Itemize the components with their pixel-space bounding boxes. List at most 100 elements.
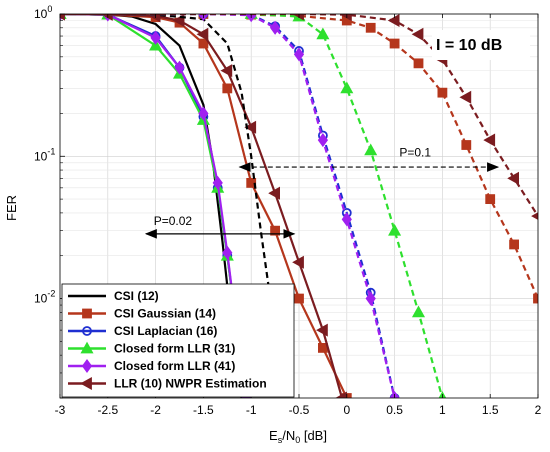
x-tick-label: -2.5	[97, 403, 118, 417]
legend-label: Closed form LLR (41)	[114, 359, 235, 373]
legend-swatch-marker	[82, 308, 92, 319]
x-tick-label: -2	[150, 403, 161, 417]
box-label-bg	[432, 30, 530, 60]
data-point	[150, 30, 161, 45]
data-point	[60, 14, 65, 21]
data-point	[198, 106, 209, 121]
data-point	[364, 143, 378, 156]
series-10	[60, 14, 400, 398]
series-5	[60, 14, 347, 398]
data-point	[461, 140, 472, 150]
data-point	[222, 245, 233, 260]
x-tick-label: -1	[246, 403, 257, 417]
legend-entry: CSI Gaussian (14)	[68, 307, 216, 321]
data-point	[531, 212, 538, 220]
series-6	[60, 14, 286, 398]
annotation-label: P=0.02	[154, 214, 193, 228]
data-point	[459, 90, 472, 104]
x-tick-label: 2	[535, 403, 542, 417]
data-point	[387, 14, 400, 28]
legend-swatch-marker	[81, 358, 93, 374]
data-point	[509, 239, 520, 250]
legend-label: CSI Laplacian (16)	[114, 324, 217, 338]
y-tick-label: 10-2	[34, 289, 55, 306]
data-point	[341, 212, 352, 227]
data-point	[174, 60, 185, 75]
legend-swatch-marker	[82, 326, 92, 336]
legend-label: CSI (12)	[114, 289, 159, 303]
data-point	[198, 38, 209, 49]
data-point	[316, 323, 328, 337]
data-point	[485, 194, 496, 205]
legend-entry: LLR (10) NWPR Estimation	[68, 377, 267, 391]
x-tick-label: 1.5	[482, 403, 499, 417]
data-point	[365, 22, 376, 33]
data-point	[411, 27, 424, 41]
data-point	[316, 27, 330, 40]
x-tick-label: -1.5	[193, 403, 214, 417]
y-tick-label: 10-1	[34, 146, 55, 163]
data-point	[270, 225, 281, 236]
data-point	[293, 47, 305, 62]
data-point	[507, 171, 519, 185]
data-point	[212, 175, 223, 190]
x-axis-label-sub2: 0	[295, 435, 300, 445]
legend-label: LLR (10) NWPR Estimation	[114, 377, 267, 391]
legend-swatch-marker	[80, 341, 94, 354]
data-point	[339, 14, 352, 22]
tick-layer: -3 -2.5 -2 -1.5 -1 -0.5 0 0.5 1 1.5 2 100 10-1 10-2	[34, 4, 542, 417]
data-point	[244, 120, 257, 134]
x-tick-label: -0.5	[289, 403, 310, 417]
data-point	[317, 342, 328, 353]
x-axis-label-sub: s	[278, 435, 283, 445]
x-axis-label: Es/N0 [dB]	[269, 428, 327, 445]
data-point	[148, 14, 161, 23]
x-tick-label: -3	[55, 403, 66, 417]
x-axis-label-unit: [dB]	[300, 428, 327, 443]
data-point	[196, 27, 209, 41]
data-point	[389, 38, 400, 49]
data-point	[365, 291, 376, 306]
legend-entry: CSI Laplacian (16)	[68, 324, 217, 338]
annotation-layer: P=0.02 P=0.1	[144, 145, 500, 239]
series-line-6	[60, 14, 286, 398]
y-tick-label: 100	[34, 4, 52, 21]
data-point	[413, 58, 424, 69]
data-point	[340, 81, 354, 94]
data-point	[411, 305, 426, 318]
data-point	[335, 391, 347, 398]
data-point	[220, 64, 233, 78]
annotation-label: P=0.1	[399, 145, 431, 159]
y-axis-label: FER	[4, 195, 19, 221]
x-tick-label: 0.5	[386, 403, 403, 417]
legend-label: Closed form LLR (31)	[114, 342, 235, 356]
legend-entry: Closed form LLR (41)	[68, 358, 235, 374]
box-label-text: I = 10 dB	[436, 37, 502, 54]
series-9	[60, 14, 447, 398]
x-axis-label-main: E	[269, 428, 278, 443]
data-point	[222, 83, 233, 94]
x-tick-label: 0	[343, 403, 350, 417]
data-point	[292, 14, 304, 21]
legend: CSI (12) CSI Gaussian (14) CSI Laplacian (…	[61, 283, 295, 398]
legend-entry: Closed form LLR (31)	[68, 342, 235, 356]
x-axis-label-mid: /N	[282, 428, 295, 443]
legend-label: CSI Gaussian (14)	[114, 307, 216, 321]
legend-entry: CSI (12)	[68, 289, 159, 303]
data-point	[294, 293, 304, 304]
data-point	[317, 133, 329, 148]
data-point	[268, 186, 281, 200]
data-point	[437, 87, 448, 98]
legend-box	[61, 283, 295, 398]
legend-swatch-marker	[80, 376, 92, 391]
data-point	[533, 293, 538, 304]
x-tick-label: 1	[439, 403, 446, 417]
data-point	[149, 38, 163, 51]
box-label: I = 10 dB	[432, 30, 530, 60]
data-point	[269, 20, 281, 35]
data-point	[388, 223, 402, 236]
series-line-9	[60, 14, 444, 398]
data-point	[292, 255, 304, 269]
data-point	[483, 133, 496, 147]
